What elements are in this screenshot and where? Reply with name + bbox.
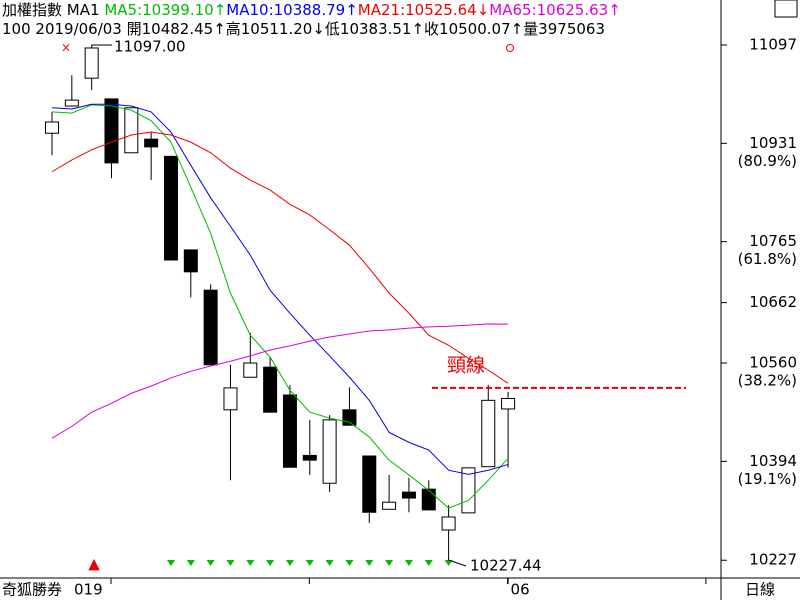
cross-marker: ×: [61, 41, 71, 55]
low-annotation: 10227.44: [470, 556, 542, 574]
ma-line: [51, 103, 509, 475]
annotation-leader: [448, 559, 467, 567]
sell-signal: [404, 560, 413, 566]
scroll-box[interactable]: [774, 0, 798, 18]
sell-signal: [385, 560, 394, 566]
watermark: 奇狐勝券: [2, 581, 62, 599]
sell-signal: [424, 560, 433, 566]
sell-signal: [444, 560, 453, 566]
legend-entry: MA5:10399.10: [104, 1, 214, 19]
sell-signal: [266, 560, 275, 566]
y-tick-label: 10931: [749, 134, 797, 152]
candle-body: [302, 454, 317, 461]
candle-body: [401, 491, 416, 499]
y-tick-label: 10394: [749, 452, 797, 470]
candle-body: [84, 47, 99, 79]
ma-line: [51, 323, 509, 439]
candle-body: [243, 362, 258, 378]
y-ratio-label: (80.9%): [738, 152, 797, 170]
candle-body: [163, 155, 178, 261]
y-tick-label: 10765: [749, 232, 797, 250]
legend-arrow: ↓: [476, 1, 490, 19]
y-ratio-label: (38.2%): [738, 372, 797, 390]
high-annotation: 11097.00: [114, 38, 186, 56]
sell-signal: [285, 560, 294, 566]
candle-body: [322, 419, 337, 484]
y-tick-label: 10227: [749, 551, 797, 569]
y-ratio-label: (19.1%): [738, 470, 797, 488]
legend-arrow: ↑: [213, 1, 227, 19]
candle-body: [421, 488, 436, 511]
legend-arrow: ↑: [608, 1, 621, 19]
buy-signal: ▲: [88, 555, 100, 573]
sell-signal: [345, 560, 354, 566]
sell-signal: [246, 560, 255, 566]
sell-signal: [186, 560, 195, 566]
legend: MA5:10399.10↑MA10:10388.79↑MA21:10525.64…: [104, 1, 620, 19]
candle-body: [382, 501, 397, 510]
legend-entry: MA65:10625.63: [489, 1, 609, 19]
sell-signal: [305, 560, 314, 566]
sell-signal: [226, 560, 235, 566]
candle-body: [501, 398, 516, 410]
year-label: 019: [74, 581, 103, 599]
sell-signal: [206, 560, 215, 566]
legend-entry: MA21:10525.64: [357, 1, 477, 19]
info-line: 100 2019/06/03 開10482.45↑高10511.20↓低1038…: [2, 20, 605, 38]
candle-body: [203, 289, 218, 366]
x-tick-label: 06: [511, 581, 530, 599]
candle-body: [441, 516, 456, 531]
y-tick-label: 10560: [749, 354, 797, 372]
sell-signal: [325, 560, 334, 566]
circle-marker: [506, 44, 514, 52]
y-tick-label: 11097: [749, 36, 797, 54]
candle-body: [64, 99, 79, 107]
candle-body: [342, 409, 357, 426]
period-label: 日線: [745, 581, 775, 599]
candle-body: [362, 455, 377, 513]
neckline-label: 頸線: [447, 354, 485, 376]
title: 加權指數: [2, 1, 63, 19]
candle-body: [223, 387, 238, 411]
sell-signal: [166, 560, 175, 566]
candle-body: [45, 121, 59, 134]
ma-line: [51, 104, 509, 509]
header-line-2: 100 2019/06/03 開10482.45↑高10511.20↓低1038…: [2, 20, 605, 39]
candle-body: [104, 98, 119, 164]
subtitle: MA1: [66, 1, 100, 19]
header-line-1: 加權指數 MA1 MA5:10399.10↑MA10:10388.79↑MA21…: [2, 1, 621, 20]
legend-entry: MA10:10388.79: [226, 1, 346, 19]
ma-line: [51, 131, 509, 384]
legend-arrow: ↑: [345, 1, 358, 19]
candle-body: [144, 138, 159, 148]
candle-body: [263, 366, 278, 413]
candle-body: [481, 399, 496, 468]
y-ratio-label: (61.8%): [738, 250, 797, 268]
candle-body: [124, 107, 139, 154]
sell-signal: [365, 560, 374, 566]
candle-body: [282, 394, 297, 468]
y-tick-label: 10662: [749, 293, 797, 311]
candle-body: [183, 249, 198, 273]
